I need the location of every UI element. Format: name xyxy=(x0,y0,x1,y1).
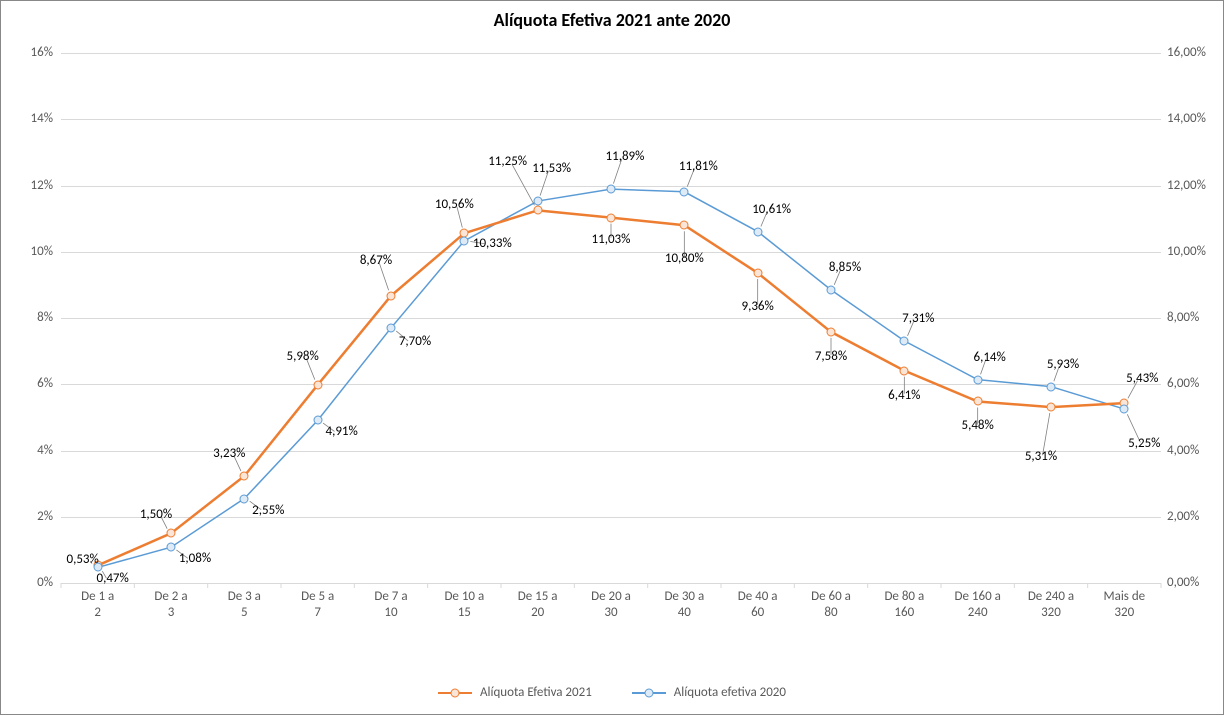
data-label: 6,14% xyxy=(974,350,1006,365)
y-tick-left: 6% xyxy=(37,376,53,391)
data-marker xyxy=(1120,405,1129,414)
data-label: 10,61% xyxy=(752,202,791,217)
y-tick-right: 10,00% xyxy=(1167,244,1206,259)
legend-label: Alíquota efetiva 2020 xyxy=(674,685,786,700)
data-label: 5,25% xyxy=(1128,436,1160,451)
data-label: 11,89% xyxy=(606,149,645,164)
x-tick: De 1 a2 xyxy=(61,589,134,620)
y-tick-left: 16% xyxy=(31,45,53,60)
data-marker xyxy=(680,221,689,230)
data-marker xyxy=(313,416,322,425)
data-marker xyxy=(240,472,249,481)
data-label: 7,70% xyxy=(399,334,431,349)
data-label: 3,23% xyxy=(213,446,245,461)
data-marker xyxy=(900,366,909,375)
data-label: 5,48% xyxy=(962,418,994,433)
y-tick-left: 10% xyxy=(31,244,53,259)
x-tick: De 3 a5 xyxy=(208,589,281,620)
data-label: 10,56% xyxy=(435,197,474,212)
y-tick-right: 6,00% xyxy=(1167,376,1199,391)
y-tick-right: 8,00% xyxy=(1167,310,1199,325)
data-marker xyxy=(680,187,689,196)
data-marker xyxy=(1047,403,1056,412)
x-tick: De 160 a240 xyxy=(941,589,1014,620)
x-tick: Mais de320 xyxy=(1088,589,1161,620)
data-marker xyxy=(460,236,469,245)
y-tick-left: 8% xyxy=(37,310,53,325)
y-tick-right: 16,00% xyxy=(1167,45,1206,60)
legend-marker-icon xyxy=(644,688,653,697)
x-tick: De 10 a15 xyxy=(428,589,501,620)
y-tick-left: 2% xyxy=(37,509,53,524)
data-label: 10,80% xyxy=(665,251,704,266)
x-tick: De 80 a160 xyxy=(868,589,941,620)
data-label: 9,36% xyxy=(742,299,774,314)
data-marker xyxy=(607,213,616,222)
y-tick-right: 14,00% xyxy=(1167,111,1206,126)
data-marker xyxy=(1047,382,1056,391)
y-tick-right: 4,00% xyxy=(1167,443,1199,458)
data-label: 11,03% xyxy=(592,232,631,247)
data-label: 1,50% xyxy=(140,507,172,522)
data-marker xyxy=(533,197,542,206)
y-tick-left: 12% xyxy=(31,178,53,193)
data-marker xyxy=(827,285,836,294)
data-label: 0,47% xyxy=(97,571,129,586)
data-marker xyxy=(387,291,396,300)
data-label: 1,08% xyxy=(179,551,211,566)
x-tick: De 7 a10 xyxy=(354,589,427,620)
data-marker xyxy=(533,206,542,215)
y-tick-right: 2,00% xyxy=(1167,509,1199,524)
data-marker xyxy=(167,543,176,552)
data-marker xyxy=(827,327,836,336)
legend: Alíquota Efetiva 2021 Alíquota efetiva 20… xyxy=(1,683,1223,701)
y-tick-right: 0,00% xyxy=(1167,575,1199,590)
legend-item: Alíquota efetiva 2020 xyxy=(632,685,786,700)
data-marker xyxy=(753,268,762,277)
x-tick: De 15 a20 xyxy=(501,589,574,620)
data-marker xyxy=(313,380,322,389)
data-label: 11,53% xyxy=(532,161,571,176)
legend-marker-icon xyxy=(450,688,459,697)
data-marker xyxy=(387,323,396,332)
data-label: 8,85% xyxy=(829,260,861,275)
data-label: 8,67% xyxy=(360,253,392,268)
data-label: 5,93% xyxy=(1047,357,1079,372)
data-label: 11,81% xyxy=(679,159,718,174)
y-tick-left: 0% xyxy=(37,575,53,590)
y-tick-left: 14% xyxy=(31,111,53,126)
data-label: 10,33% xyxy=(473,236,512,251)
data-marker xyxy=(900,336,909,345)
data-marker xyxy=(240,494,249,503)
data-label: 2,55% xyxy=(252,503,284,518)
data-label: 5,31% xyxy=(1025,449,1057,464)
data-marker xyxy=(607,185,616,194)
legend-item: Alíquota Efetiva 2021 xyxy=(438,685,592,700)
data-label: 6,41% xyxy=(888,388,920,403)
data-marker xyxy=(753,227,762,236)
data-label: 4,91% xyxy=(326,424,358,439)
y-tick-left: 4% xyxy=(37,443,53,458)
data-marker xyxy=(167,529,176,538)
data-label: 5,98% xyxy=(287,349,319,364)
x-tick: De 240 a320 xyxy=(1014,589,1087,620)
x-tick: De 20 a30 xyxy=(574,589,647,620)
y-tick-right: 12,00% xyxy=(1167,178,1206,193)
x-tick: De 30 a40 xyxy=(648,589,721,620)
data-label: 5,43% xyxy=(1126,371,1158,386)
chart-container: Alíquota Efetiva 2021 ante 2020 Alíquota… xyxy=(0,0,1224,715)
x-tick: De 40 a60 xyxy=(721,589,794,620)
data-marker xyxy=(973,375,982,384)
data-label: 7,31% xyxy=(902,311,934,326)
data-label: 11,25% xyxy=(488,154,527,169)
legend-swatch xyxy=(632,692,666,694)
x-tick: De 5 a7 xyxy=(281,589,354,620)
legend-label: Alíquota Efetiva 2021 xyxy=(480,685,592,700)
x-tick: De 2 a3 xyxy=(134,589,207,620)
legend-swatch xyxy=(438,692,472,694)
data-marker xyxy=(973,397,982,406)
x-tick: De 60 a80 xyxy=(794,589,867,620)
data-label: 7,58% xyxy=(815,349,847,364)
